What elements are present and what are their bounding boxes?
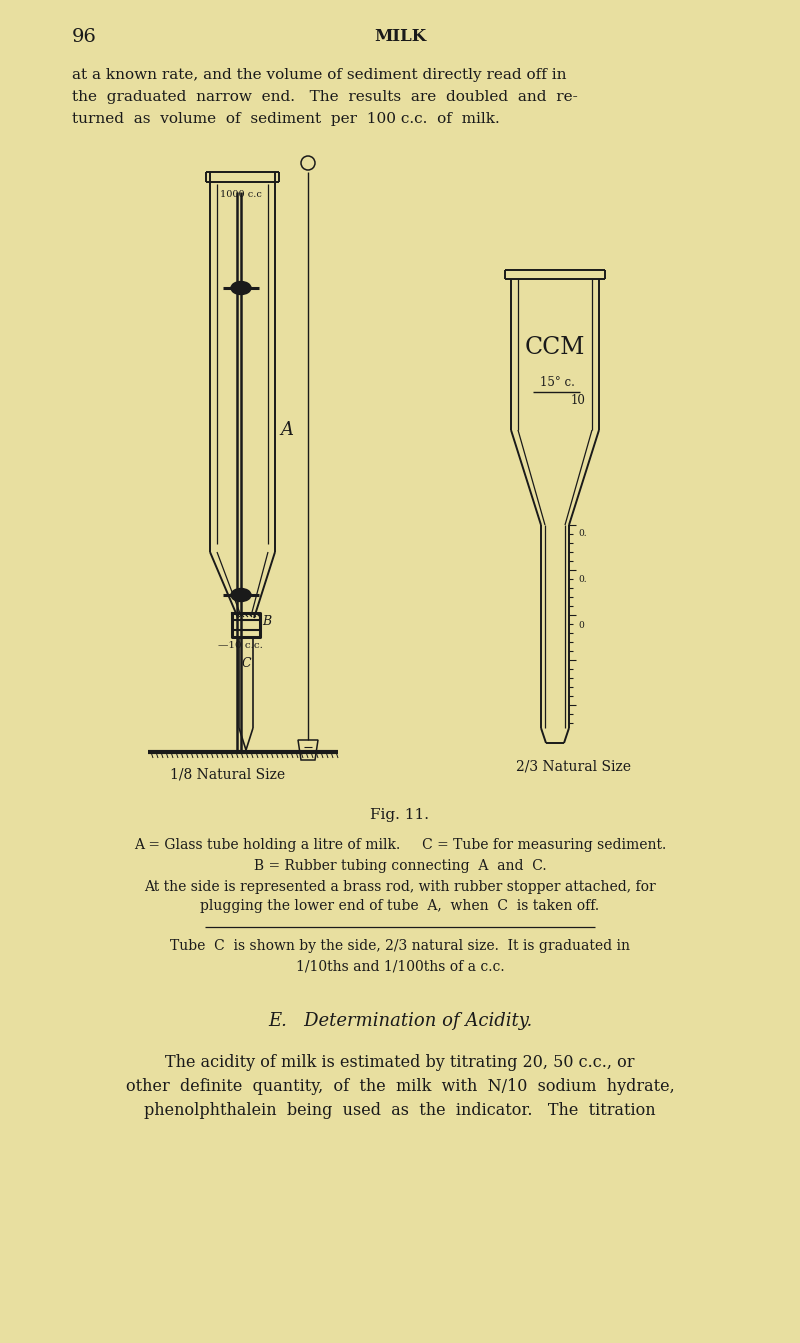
- Text: 10: 10: [571, 393, 586, 407]
- Text: B = Rubber tubing connecting  A  and  C.: B = Rubber tubing connecting A and C.: [254, 860, 546, 873]
- Text: plugging the lower end of tube  A,  when  C  is taken off.: plugging the lower end of tube A, when C…: [201, 898, 599, 913]
- Text: Fig. 11.: Fig. 11.: [370, 808, 430, 822]
- Text: turned  as  volume  of  sediment  per  100 c.c.  of  milk.: turned as volume of sediment per 100 c.c…: [72, 111, 500, 126]
- Text: A: A: [280, 420, 293, 439]
- Text: at a known rate, and the volume of sediment directly read off in: at a known rate, and the volume of sedim…: [72, 68, 566, 82]
- Text: CCM: CCM: [525, 337, 586, 360]
- Text: phenolphthalein  being  used  as  the  indicator.   The  titration: phenolphthalein being used as the indica…: [144, 1103, 656, 1119]
- Ellipse shape: [231, 282, 251, 294]
- Text: C: C: [242, 657, 252, 670]
- Text: Tube  C  is shown by the side, 2/3 natural size.  It is graduated in: Tube C is shown by the side, 2/3 natural…: [170, 939, 630, 954]
- Text: 1/10ths and 1/100ths of a c.c.: 1/10ths and 1/100ths of a c.c.: [296, 960, 504, 974]
- Text: MILK: MILK: [374, 28, 426, 46]
- Text: —10 c.c.: —10 c.c.: [218, 641, 263, 650]
- Text: 0.: 0.: [578, 576, 586, 584]
- Text: 1000 c.c: 1000 c.c: [220, 189, 262, 199]
- Text: 0.: 0.: [578, 529, 586, 537]
- Text: 96: 96: [72, 28, 97, 46]
- Text: 0: 0: [578, 620, 584, 630]
- Text: At the side is represented a brass rod, with rubber stopper attached, for: At the side is represented a brass rod, …: [144, 880, 656, 894]
- Text: A = Glass tube holding a litre of milk.     C = Tube for measuring sediment.: A = Glass tube holding a litre of milk. …: [134, 838, 666, 851]
- Text: E.   Determination of Acidity.: E. Determination of Acidity.: [268, 1013, 532, 1030]
- Text: 15° c.: 15° c.: [540, 376, 575, 389]
- Text: the  graduated  narrow  end.   The  results  are  doubled  and  re-: the graduated narrow end. The results ar…: [72, 90, 578, 103]
- Text: other  definite  quantity,  of  the  milk  with  N/10  sodium  hydrate,: other definite quantity, of the milk wit…: [126, 1078, 674, 1095]
- Ellipse shape: [231, 588, 251, 602]
- Text: B: B: [262, 615, 271, 629]
- Text: The acidity of milk is estimated by titrating 20, 50 c.c., or: The acidity of milk is estimated by titr…: [166, 1054, 634, 1070]
- Text: 1/8 Natural Size: 1/8 Natural Size: [170, 768, 286, 782]
- Text: 2/3 Natural Size: 2/3 Natural Size: [515, 760, 630, 774]
